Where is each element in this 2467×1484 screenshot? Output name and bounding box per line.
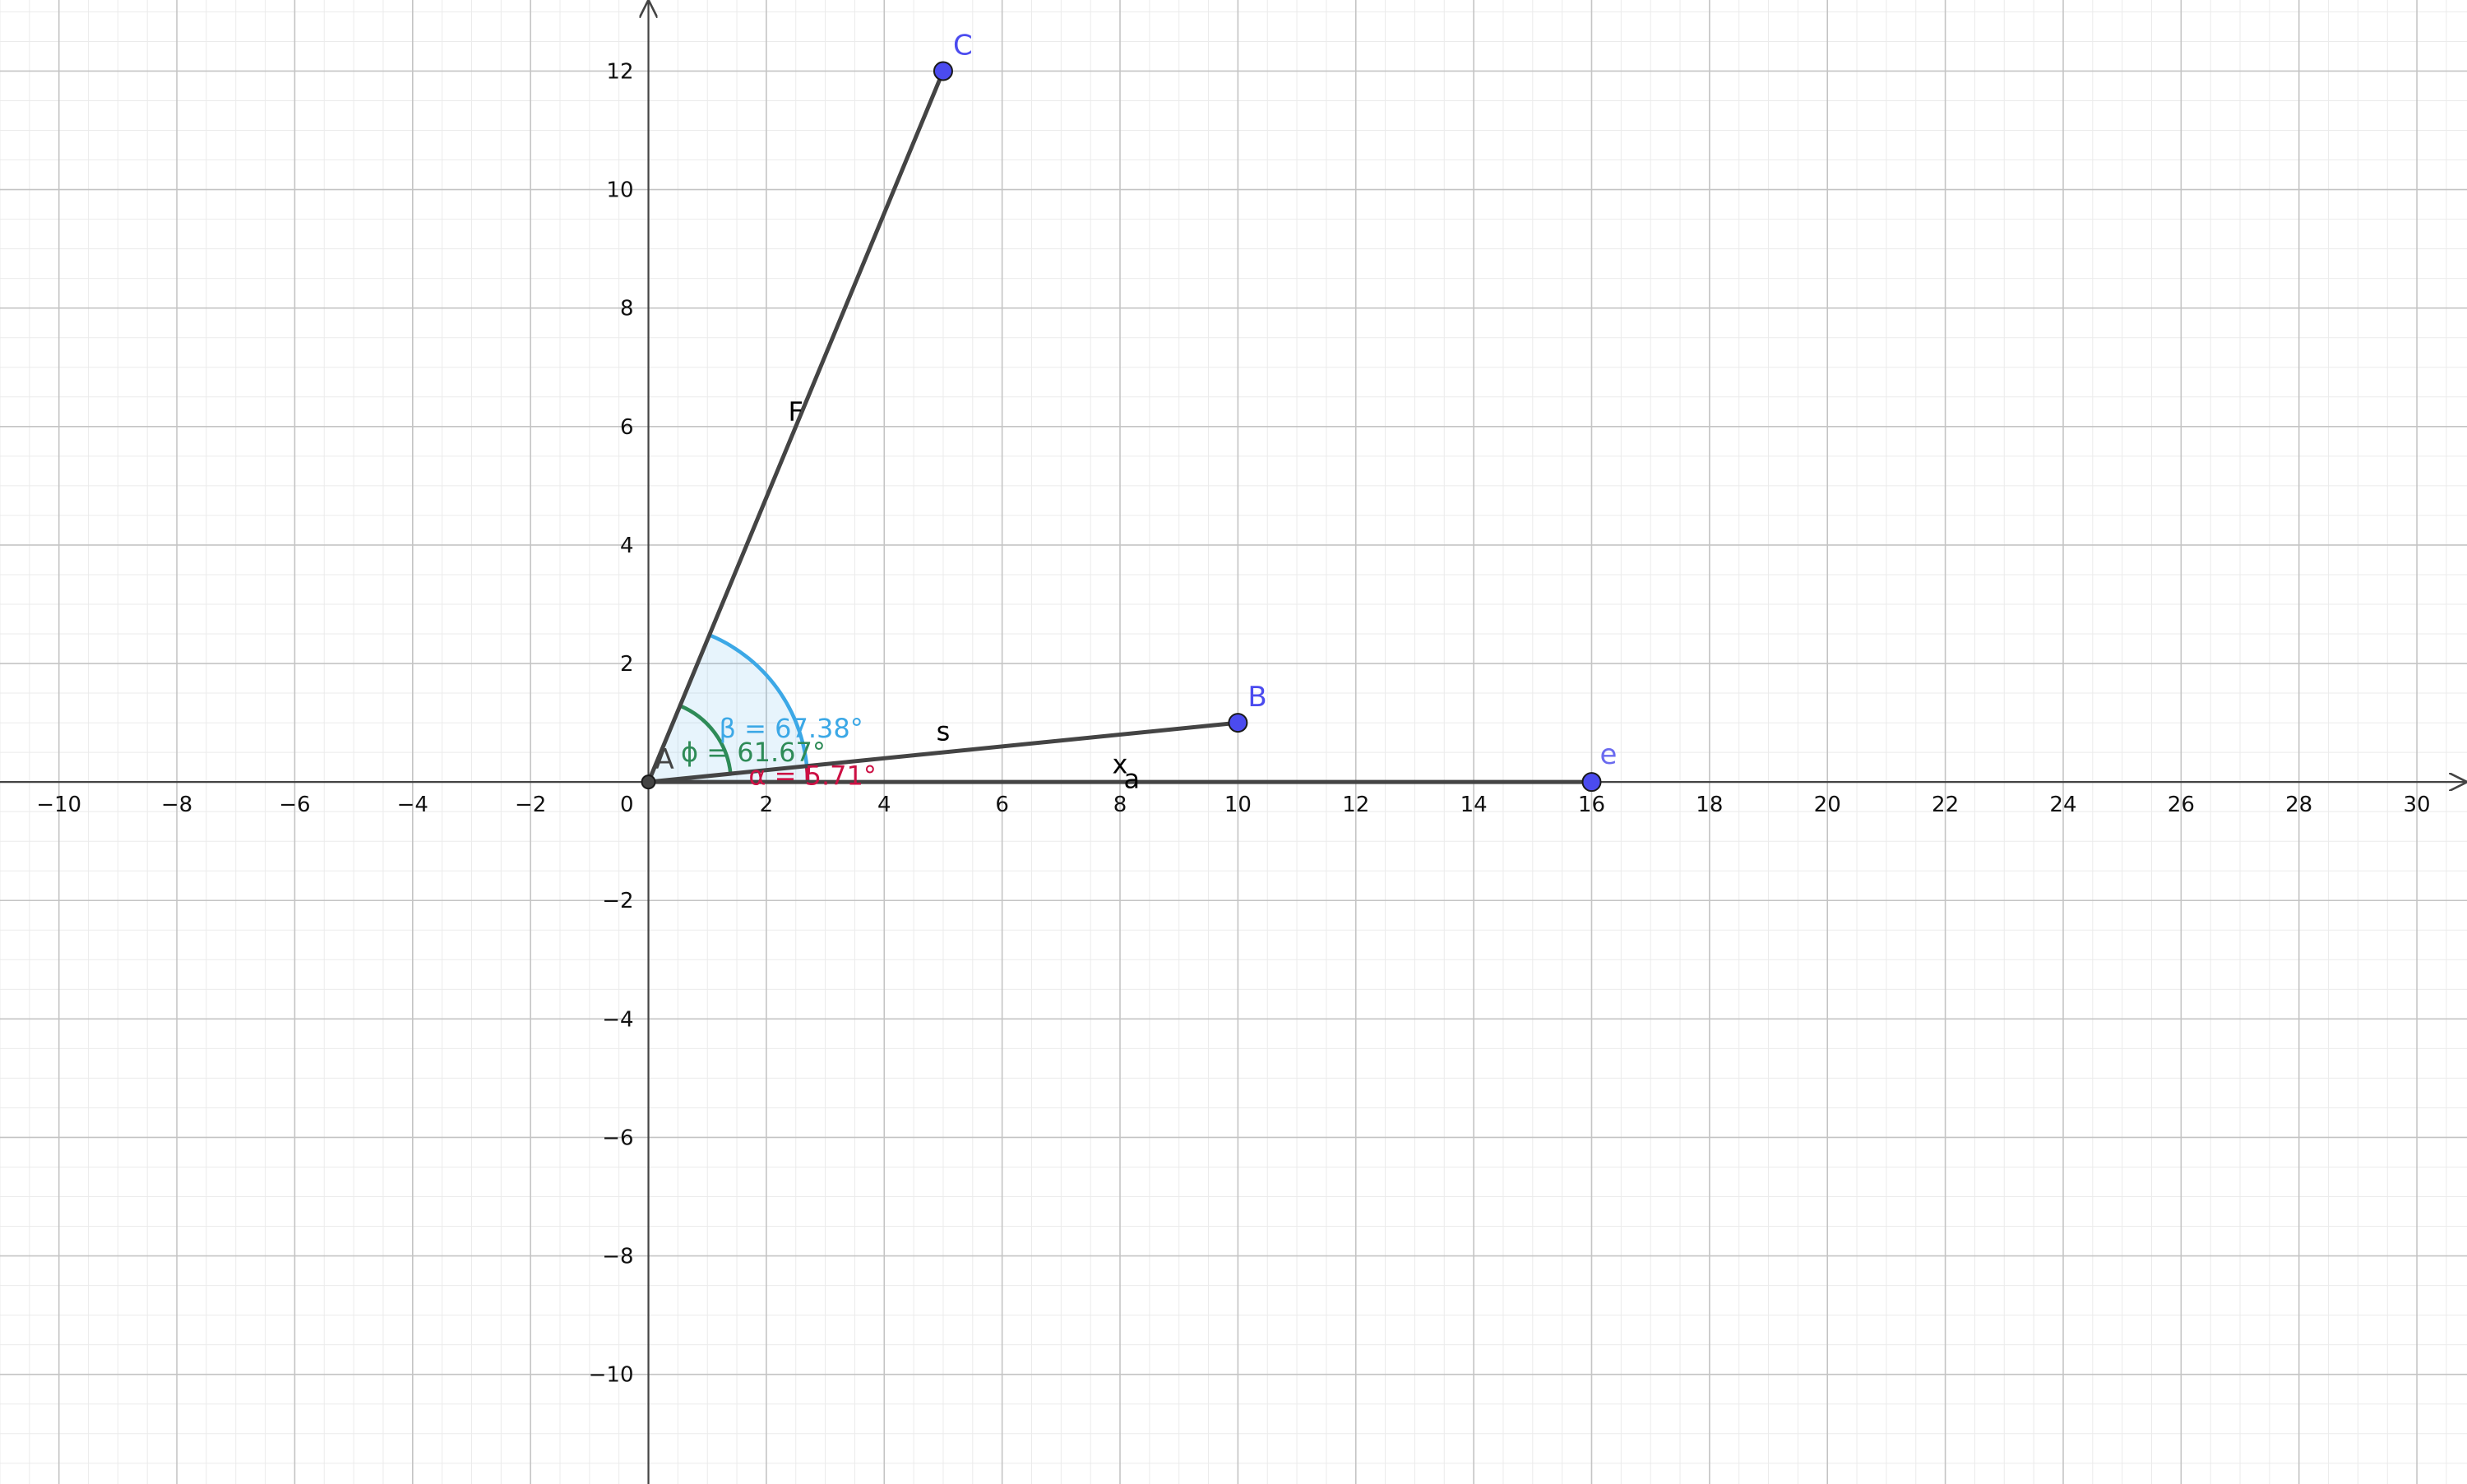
point-e[interactable] (1581, 772, 1602, 793)
x-tick-label: 16 (1578, 793, 1605, 817)
x-tick-label: 22 (1932, 793, 1959, 817)
vector-F (646, 70, 946, 784)
x-tick-label: 26 (2168, 793, 2195, 817)
angle-fills (648, 635, 808, 783)
x-tick-label: 4 (877, 793, 891, 817)
angle-phi-arc (679, 704, 733, 774)
x-tick-label: 8 (1113, 793, 1127, 817)
x-tick-label: −6 (279, 793, 310, 817)
y-tick-label: −4 (602, 1007, 633, 1032)
x-tick-label: 28 (2285, 793, 2312, 817)
y-tick-label: 8 (620, 297, 634, 321)
point-A-label: A (655, 743, 674, 776)
vector-s-label: s (937, 716, 951, 747)
origin-label: 0 (620, 793, 634, 817)
point-C[interactable] (933, 61, 953, 81)
x-tick-label: 12 (1342, 793, 1369, 817)
y-tick-label: −10 (589, 1363, 634, 1388)
angle-beta-label: β = 67.38° (720, 713, 863, 744)
x-tick-label: 10 (1224, 793, 1252, 817)
x-tick-label: −10 (36, 793, 81, 817)
point-B[interactable] (1228, 713, 1248, 733)
y-tick-label: −8 (602, 1245, 633, 1269)
vector-F-label: F (789, 396, 803, 428)
x-tick-label: 6 (995, 793, 1009, 817)
angle-alpha-label: α = 5.71° (748, 760, 877, 792)
y-tick-label: 6 (620, 415, 634, 440)
y-tick-label: 12 (606, 59, 633, 84)
vectors (646, 70, 1593, 787)
point-e-label: e (1599, 738, 1617, 771)
points (641, 61, 1602, 793)
x-tick-label: 24 (2049, 793, 2076, 817)
x-tick-label: −8 (161, 793, 192, 817)
x-tick-label: −4 (397, 793, 428, 817)
y-tick-label: 4 (620, 534, 634, 558)
tick-labels: −10 −8 −6 −4 −2 2 4 6 8 10 12 14 16 18 20 22 24 26 28 30−10… (36, 59, 2430, 1387)
y-tick-label: −2 (602, 889, 633, 913)
point-A[interactable] (641, 774, 656, 790)
x-tick-label: 30 (2404, 793, 2431, 817)
vector-s (648, 719, 1239, 784)
angle-beta-arc (709, 633, 810, 783)
object-labels: β = 67.38°ϕ = 61.67°α = 5.71° Fs ax A B Ce (655, 29, 1618, 794)
angle-beta-sector (648, 635, 808, 783)
y-tick-label: 2 (620, 652, 634, 677)
x-tick-label: 18 (1696, 793, 1723, 817)
x-tick-label: 20 (1814, 793, 1841, 817)
vector-a-label: a (1124, 763, 1141, 794)
x-tick-label: 14 (1460, 793, 1488, 817)
x-tick-label: 2 (760, 793, 774, 817)
y-tick-label: 10 (606, 178, 633, 203)
point-C-label: C (953, 29, 973, 62)
x-tick-label: −2 (515, 793, 546, 817)
angle-phi-label: ϕ = 61.67° (681, 737, 826, 768)
x-axis-label: x (1113, 748, 1128, 779)
y-tick-label: −6 (602, 1126, 633, 1150)
point-B-label: B (1247, 681, 1266, 714)
